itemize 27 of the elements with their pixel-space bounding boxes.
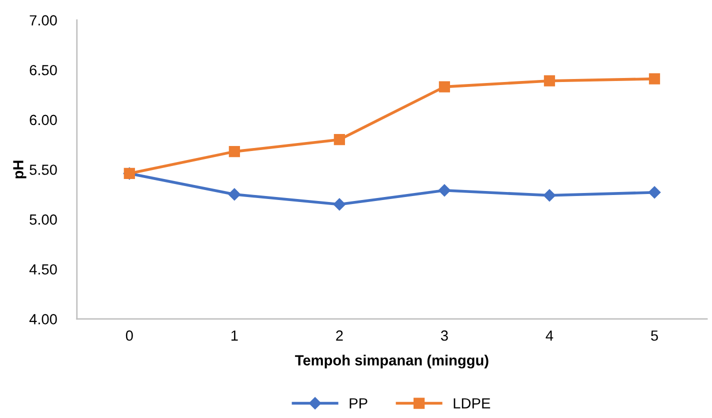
y-tick-label: 6.00: [30, 114, 57, 126]
point: [438, 81, 450, 92]
x-tick-label: 2: [336, 330, 343, 341]
point: [544, 75, 556, 86]
point: [543, 189, 556, 202]
point: [334, 134, 345, 146]
y-tick-label: 6.50: [30, 64, 57, 76]
x-tick-label: 3: [440, 330, 448, 341]
point: [333, 198, 346, 210]
y-axis-title: pH: [13, 160, 26, 178]
x-tick-label: 1: [231, 330, 238, 341]
x-axis-title: Tempoh simpanan (minggu): [295, 354, 488, 368]
point: [648, 73, 660, 84]
x-tick-label: 5: [651, 330, 658, 341]
y-tick-label: 5.50: [30, 164, 57, 175]
point: [648, 186, 661, 199]
x-tick-label: 0: [126, 330, 133, 341]
y-tick-label: 4.50: [29, 264, 57, 275]
y-tick-label: 7.00: [30, 15, 57, 26]
legend-label: PP: [350, 398, 368, 408]
point: [438, 184, 451, 197]
y-tick-label: 4.00: [29, 314, 57, 324]
point: [228, 188, 241, 200]
y-tick-label: 5.00: [30, 214, 57, 225]
x-tick-label: 4: [546, 330, 554, 341]
legend-label: LDPE: [454, 398, 490, 408]
point: [228, 146, 240, 158]
